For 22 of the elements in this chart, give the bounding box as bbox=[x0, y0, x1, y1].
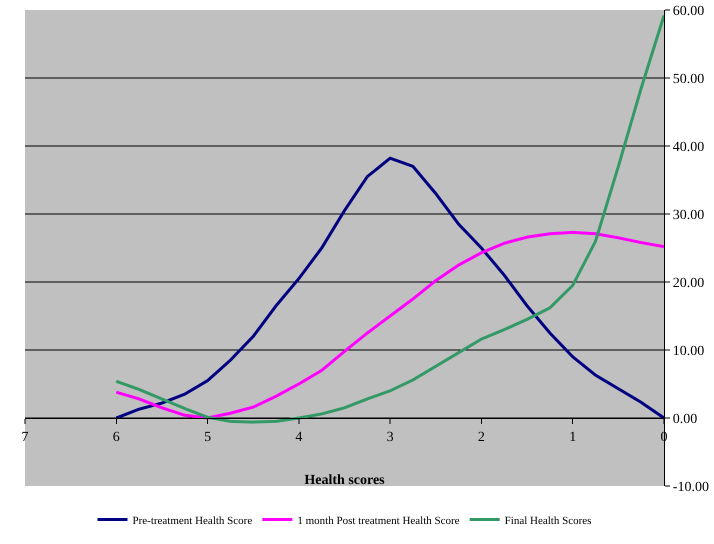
y-tick-label: 40.00 bbox=[672, 140, 704, 155]
y-tick-label: -10.00 bbox=[672, 480, 709, 495]
legend-label: Pre-treatment Health Score bbox=[132, 514, 252, 527]
x-tick-label: 3 bbox=[386, 430, 394, 445]
legend-label: Final Health Scores bbox=[504, 514, 592, 527]
y-tick-label: 10.00 bbox=[672, 344, 704, 359]
x-tick-label: 5 bbox=[204, 430, 212, 445]
x-tick-label: 2 bbox=[478, 430, 485, 445]
y-tick-label: 60.00 bbox=[672, 4, 704, 19]
x-axis-title: Health scores bbox=[304, 473, 386, 488]
x-tick-label: 6 bbox=[112, 430, 120, 445]
y-tick-label: 20.00 bbox=[672, 276, 704, 291]
x-tick-label: 1 bbox=[569, 430, 576, 445]
line-series bbox=[114, 14, 664, 424]
line-series bbox=[114, 230, 664, 420]
legend-label: 1 month Post treatment Health Score bbox=[297, 514, 460, 527]
x-tick-label: 7 bbox=[22, 430, 28, 445]
x-tick-label: 4 bbox=[295, 430, 302, 445]
y-tick-label: 50.00 bbox=[672, 72, 704, 87]
line-series bbox=[114, 156, 664, 420]
y-tick-label: 30.00 bbox=[672, 208, 704, 223]
y-tick-label: 0.00 bbox=[672, 412, 698, 427]
